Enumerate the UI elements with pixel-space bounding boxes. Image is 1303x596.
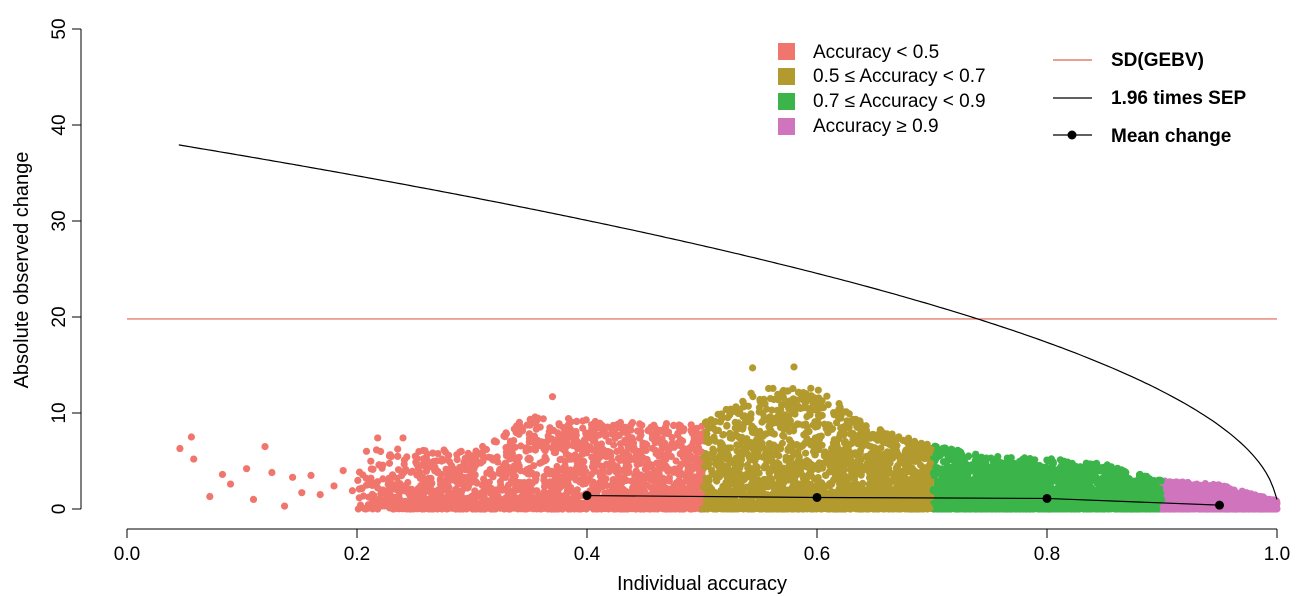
scatter-point	[754, 469, 763, 477]
scatter-point	[802, 449, 810, 457]
scatter-point	[1007, 454, 1015, 462]
scatter-point	[609, 421, 617, 429]
scatter-point	[994, 453, 1002, 461]
scatter-point	[943, 458, 951, 466]
scatter-point	[733, 447, 741, 455]
scatter-point	[791, 410, 799, 418]
scatter-point	[779, 418, 787, 426]
scatter-points	[176, 363, 1281, 513]
scatter-point	[739, 398, 747, 406]
scatter-point	[712, 427, 720, 435]
scatter-point	[672, 457, 680, 465]
scatter-point	[824, 401, 832, 409]
scatter-point	[438, 457, 446, 465]
scatter-point	[698, 430, 706, 438]
scatter-point	[684, 467, 692, 475]
scatter-point	[678, 460, 686, 468]
scatter-point	[605, 437, 613, 445]
scatter-point	[362, 447, 371, 455]
scatter-point	[972, 450, 980, 458]
scatter-point	[445, 458, 454, 466]
scatter-point	[719, 431, 727, 439]
scatter-point	[488, 455, 496, 463]
scatter-point	[871, 444, 879, 452]
scatter-point	[359, 492, 368, 500]
scatter-point	[539, 415, 547, 423]
scatter-point	[385, 459, 394, 467]
scatter-point	[776, 423, 785, 431]
scatter-point	[482, 445, 491, 454]
scatter-point	[949, 456, 957, 465]
scatter-point	[379, 475, 387, 483]
